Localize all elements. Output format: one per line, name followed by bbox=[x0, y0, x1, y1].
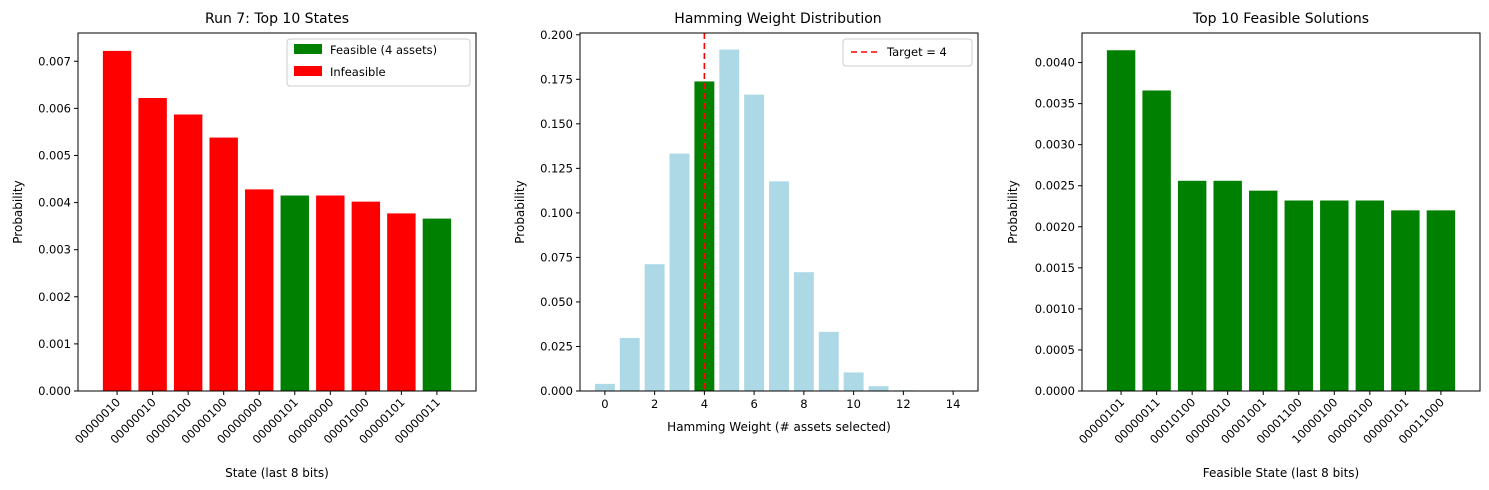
y-tick-label: 0.175 bbox=[540, 72, 573, 86]
y-tick-label: 0.0010 bbox=[1035, 302, 1075, 316]
legend-label-feasible: Feasible (4 assets) bbox=[330, 43, 437, 57]
x-axis-ticks: 0000001000000010000001000000010000000000… bbox=[72, 391, 443, 447]
y-axis-label: Probability bbox=[513, 180, 527, 243]
x-tick-label: 8 bbox=[800, 397, 807, 411]
bars bbox=[594, 49, 939, 392]
legend-box bbox=[842, 38, 973, 67]
y-tick-label: 0.001 bbox=[38, 337, 71, 351]
bar bbox=[818, 331, 839, 391]
x-tick-label: 6 bbox=[750, 397, 757, 411]
x-tick-label: 12 bbox=[896, 397, 911, 411]
x-tick-label: 0 bbox=[601, 397, 608, 411]
bar bbox=[209, 137, 238, 391]
bar bbox=[843, 372, 864, 391]
chart-hamming-weight: Hamming Weight Distribution 0.0000.0250.… bbox=[513, 11, 979, 434]
plot-frame bbox=[77, 32, 477, 392]
y-tick-label: 0.125 bbox=[540, 161, 573, 175]
bar bbox=[316, 195, 345, 391]
chart-title: Run 7: Top 10 States bbox=[205, 11, 349, 27]
y-tick-label: 0.0035 bbox=[1035, 97, 1075, 111]
y-tick-label: 0.005 bbox=[38, 148, 71, 162]
bar bbox=[868, 386, 889, 391]
y-tick-label: 0.002 bbox=[38, 290, 71, 304]
bar bbox=[1426, 210, 1456, 391]
bar bbox=[1142, 90, 1171, 392]
bar bbox=[1355, 200, 1385, 391]
bar bbox=[594, 383, 615, 391]
y-axis-label: Probability bbox=[1006, 180, 1020, 243]
bar bbox=[173, 114, 203, 392]
y-tick-label: 0.025 bbox=[540, 339, 573, 353]
bar bbox=[1249, 190, 1278, 391]
bar bbox=[1391, 210, 1420, 391]
x-axis-ticks: 0000010100000011000101000000001000001001… bbox=[1076, 391, 1447, 447]
y-axis-ticks: 0.000 0.025 0.050 0.075 0.100 0.125 0.150 0.175… bbox=[540, 28, 580, 398]
x-axis-label: Hamming Weight (# assets selected) bbox=[667, 420, 891, 434]
bar bbox=[793, 272, 814, 391]
bar bbox=[619, 337, 640, 391]
y-tick-label: 0.0040 bbox=[1035, 56, 1075, 70]
bar bbox=[422, 218, 452, 391]
bar bbox=[138, 98, 167, 392]
x-tick-label: 14 bbox=[946, 397, 961, 411]
y-axis-label: Probability bbox=[11, 180, 25, 243]
x-tick-label: 4 bbox=[701, 397, 708, 411]
plot-frame bbox=[1081, 32, 1481, 392]
legend-swatch-feasible bbox=[294, 44, 322, 54]
bar bbox=[769, 181, 789, 391]
y-axis-ticks: 0.000 0.001 0.002 0.003 0.004 0.005 0.006 0.007 bbox=[38, 54, 78, 398]
y-tick-label: 0.150 bbox=[540, 117, 573, 131]
bar bbox=[1213, 180, 1242, 391]
bar bbox=[1177, 180, 1207, 391]
y-tick-label: 0.007 bbox=[38, 54, 71, 68]
y-tick-label: 0.0005 bbox=[1035, 343, 1075, 357]
x-axis-label: State (last 8 bits) bbox=[225, 466, 329, 480]
y-tick-label: 0.006 bbox=[38, 101, 71, 115]
y-tick-label: 0.000 bbox=[540, 384, 573, 398]
bars bbox=[102, 50, 452, 392]
legend-label-infeasible: Infeasible bbox=[330, 65, 386, 79]
y-tick-label: 0.004 bbox=[38, 196, 71, 210]
y-tick-label: 0.0000 bbox=[1035, 384, 1075, 398]
bar bbox=[669, 153, 690, 391]
x-tick-label: 2 bbox=[651, 397, 658, 411]
bar bbox=[280, 195, 309, 391]
bar bbox=[387, 213, 416, 391]
legend: Target = 4 bbox=[842, 38, 973, 67]
legend-swatch-infeasible bbox=[294, 66, 322, 76]
chart-feasible-solutions: Top 10 Feasible Solutions 0.00000.00050.… bbox=[1006, 11, 1481, 480]
chart-top-states: Run 7: Top 10 States 0.0000.0010.0020.00… bbox=[11, 11, 477, 480]
y-tick-label: 0.0025 bbox=[1035, 179, 1075, 193]
legend-box bbox=[286, 38, 471, 87]
x-axis-ticks: 0 2 4 6 8 10 12 14 bbox=[601, 391, 960, 411]
chart-title: Top 10 Feasible Solutions bbox=[1192, 11, 1369, 27]
bar bbox=[1320, 200, 1349, 391]
y-tick-label: 0.0020 bbox=[1035, 220, 1075, 234]
y-tick-label: 0.100 bbox=[540, 206, 573, 220]
chart-title: Hamming Weight Distribution bbox=[674, 11, 881, 27]
bar bbox=[245, 189, 274, 391]
bar bbox=[744, 94, 765, 392]
bar bbox=[644, 264, 665, 391]
bar bbox=[719, 49, 740, 391]
legend-label-target: Target = 4 bbox=[886, 45, 947, 59]
y-tick-label: 0.000 bbox=[38, 384, 71, 398]
y-tick-label: 0.075 bbox=[540, 250, 573, 264]
bar bbox=[102, 50, 132, 392]
x-tick-label: 10 bbox=[846, 397, 861, 411]
bar bbox=[351, 201, 381, 391]
bar bbox=[1284, 200, 1313, 391]
y-tick-label: 0.0015 bbox=[1035, 261, 1075, 275]
plot-frame bbox=[579, 32, 979, 392]
y-tick-label: 0.003 bbox=[38, 243, 71, 257]
y-tick-label: 0.050 bbox=[540, 295, 573, 309]
y-tick-label: 0.200 bbox=[540, 28, 573, 42]
bars bbox=[1106, 50, 1456, 392]
y-axis-ticks: 0.0000 0.0005 0.0010 0.0015 0.0020 0.0025 0.00… bbox=[1035, 56, 1082, 398]
bar bbox=[1106, 50, 1136, 392]
x-axis-label: Feasible State (last 8 bits) bbox=[1203, 466, 1359, 480]
y-tick-label: 0.0030 bbox=[1035, 138, 1075, 152]
legend: Feasible (4 assets) Infeasible bbox=[286, 38, 471, 87]
